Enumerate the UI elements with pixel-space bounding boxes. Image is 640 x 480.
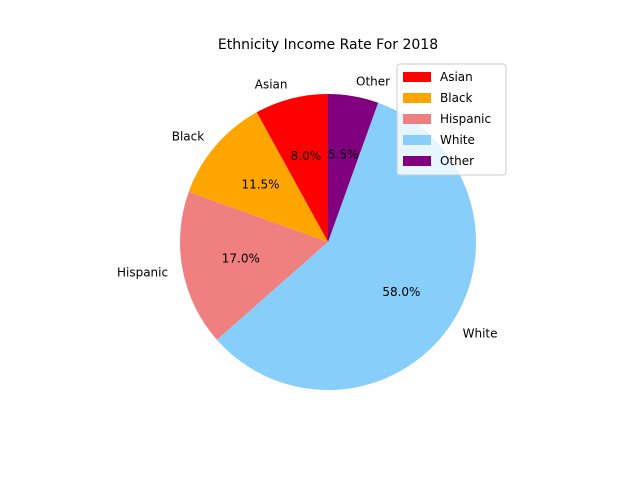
pie-slice-other bbox=[328, 94, 379, 242]
legend-label-hispanic: Hispanic bbox=[440, 112, 491, 126]
percent-label-asian: 8.0% bbox=[291, 149, 322, 163]
legend-swatch-hispanic bbox=[403, 114, 431, 124]
legend-swatch-white bbox=[403, 135, 431, 145]
legend-label-asian: Asian bbox=[440, 70, 473, 84]
slice-label-white: White bbox=[463, 327, 498, 341]
pie-labels: Asian 8.0% Black 11.5% Hispanic 17.0% White 58.… bbox=[117, 75, 498, 341]
pie-slice-asian bbox=[256, 94, 328, 242]
pie-slice-black bbox=[188, 112, 328, 242]
legend-swatch-black bbox=[403, 93, 431, 103]
percent-label-other: 5.5% bbox=[328, 148, 359, 162]
legend-box bbox=[396, 63, 507, 176]
slice-label-other: Other bbox=[356, 75, 390, 89]
percent-label-white: 58.0% bbox=[382, 285, 420, 299]
percent-label-hispanic: 17.0% bbox=[222, 252, 260, 266]
pie-slice-hispanic bbox=[180, 191, 328, 340]
legend-label-white: White bbox=[440, 133, 475, 147]
legend-swatch-asian bbox=[403, 72, 431, 82]
legend: Asian Black Hispanic White Other bbox=[396, 63, 507, 176]
slice-label-asian: Asian bbox=[255, 77, 288, 91]
percent-label-black: 11.5% bbox=[241, 177, 279, 191]
legend-label-other: Other bbox=[440, 154, 474, 168]
chart-title: Ethnicity Income Rate For 2018 bbox=[218, 37, 438, 53]
slice-label-black: Black bbox=[172, 129, 205, 143]
slice-label-hispanic: Hispanic bbox=[117, 266, 168, 280]
legend-label-black: Black bbox=[440, 91, 473, 105]
legend-swatch-other bbox=[403, 156, 431, 166]
